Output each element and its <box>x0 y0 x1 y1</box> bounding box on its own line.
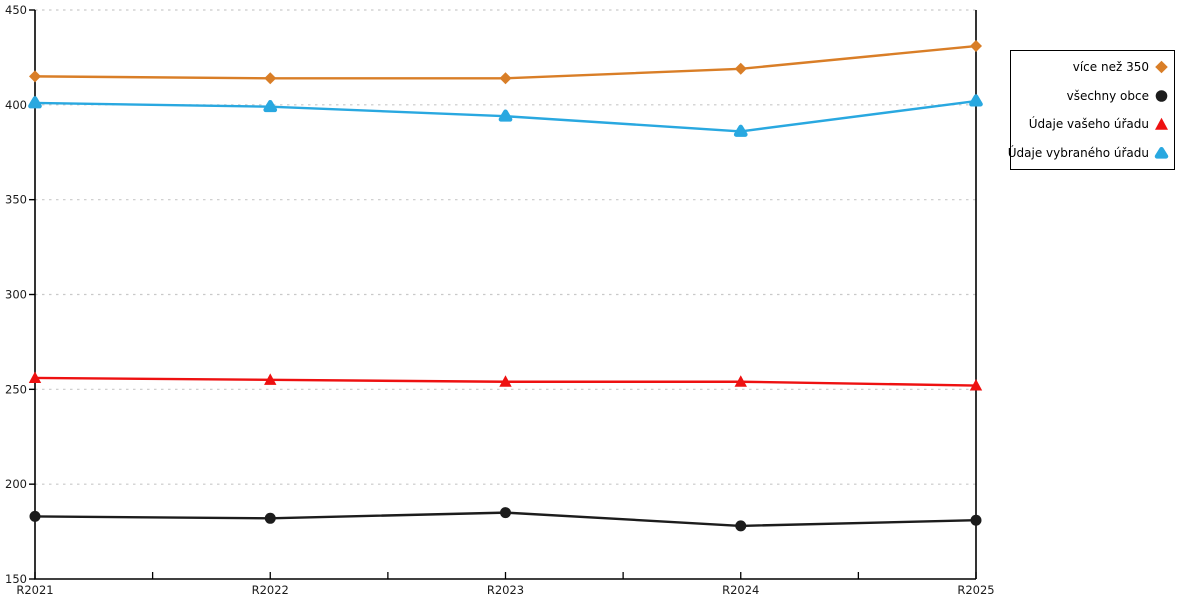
legend: více než 350 všechny obce Údaje vašeho ú… <box>1008 50 1175 170</box>
y-tick-label: 200 <box>5 477 27 491</box>
y-tick-label: 250 <box>5 382 27 396</box>
y-tick-label: 350 <box>5 193 27 207</box>
legend-item-udaje-vybraneho-uradu: Údaje vybraného úřadu <box>1008 139 1169 168</box>
legend-label: více než 350 <box>1072 60 1149 75</box>
legend-label: všechny obce <box>1066 88 1149 103</box>
y-axis-ticks: 450 400 350 300 250 200 150 <box>5 3 35 586</box>
series-triangle <box>28 371 983 391</box>
y-tick-label: 450 <box>5 3 27 17</box>
series-triangle-rounded <box>28 94 983 137</box>
y-tick-label: 150 <box>5 572 27 586</box>
x-tick-label: R2022 <box>252 583 289 597</box>
triangle-marker-icon <box>1154 117 1169 131</box>
legend-item-vice-nez-350: více než 350 <box>1015 53 1169 82</box>
circle-marker-icon <box>1154 89 1169 103</box>
y-tick-label: 300 <box>5 288 27 302</box>
gridlines <box>35 9 976 485</box>
legend-label: Údaje vašeho úřadu <box>1028 117 1149 132</box>
triangle-marker-icon <box>1154 146 1169 160</box>
x-tick-label: R2021 <box>16 583 53 597</box>
series-diamond <box>29 40 982 85</box>
y-tick-label: 400 <box>5 98 27 112</box>
series-circle <box>29 507 982 532</box>
x-axis-ticks: R2021 R2022 R2023 R2024 R2025 <box>16 572 995 597</box>
x-tick-label: R2025 <box>957 583 994 597</box>
legend-item-udaje-vaseho-uradu: Údaje vašeho úřadu <box>1015 110 1169 139</box>
x-tick-label: R2023 <box>487 583 524 597</box>
diamond-marker-icon <box>1154 60 1169 74</box>
legend-label: Údaje vybraného úřadu <box>1007 145 1149 160</box>
x-tick-label: R2024 <box>722 583 759 597</box>
legend-item-vsechny-obce: všechny obce <box>1015 82 1169 111</box>
